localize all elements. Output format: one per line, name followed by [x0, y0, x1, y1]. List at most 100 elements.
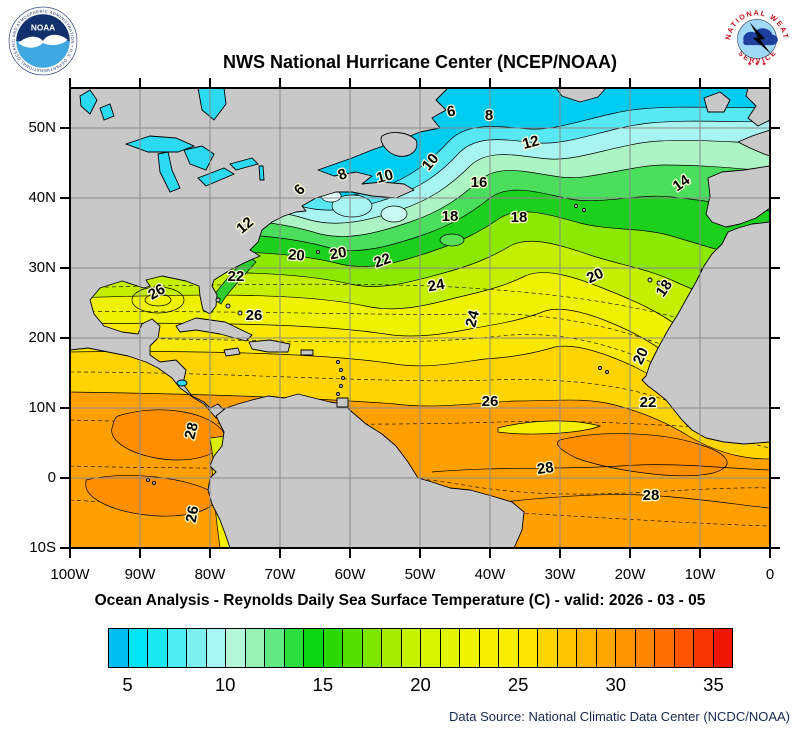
lon-label: 20W — [614, 566, 646, 583]
land-newfoundland — [380, 132, 418, 157]
nws-lightning-icon — [749, 22, 772, 55]
noaa-seagull-icon — [18, 34, 68, 48]
colorbar-tick-label: 15 — [312, 674, 334, 695]
noaa-logo-bottom — [16, 41, 70, 68]
lat-label: 30N — [28, 259, 56, 276]
contour-label: 12 — [521, 132, 542, 153]
land-jamaica — [223, 347, 241, 357]
colorbar-segment — [459, 629, 479, 667]
contour-label: 26 — [246, 307, 263, 324]
contour-label: 28 — [181, 421, 202, 442]
nws-stars: ★ ★ ★ — [747, 61, 767, 68]
colorbar-segment — [225, 629, 245, 667]
lake-erie — [197, 167, 235, 187]
colorbar-segment — [634, 629, 654, 667]
colorbar-tick-label: 30 — [605, 674, 627, 695]
lon-label: 30W — [544, 566, 576, 583]
lake-jamesbay — [197, 88, 227, 121]
colorbar-segment — [517, 629, 537, 667]
colorbar — [108, 628, 733, 668]
colorbar-segment — [615, 629, 635, 667]
islands-small — [146, 204, 669, 485]
colorbar-segment — [264, 629, 284, 667]
land-britain — [745, 88, 770, 127]
lon-label: 70W — [264, 566, 296, 583]
colorbar-tick-label: 25 — [507, 674, 529, 695]
colorbar-segment — [109, 629, 128, 667]
contour-label: 10 — [375, 166, 396, 187]
land-iberia — [705, 165, 770, 228]
land-greenland — [555, 88, 607, 103]
colorbar-segment — [381, 629, 401, 667]
lake-layer — [79, 88, 265, 387]
lon-label: 80W — [194, 566, 226, 583]
land-africa — [641, 221, 770, 445]
lon-label: 0 — [765, 566, 775, 583]
lake-superior — [124, 135, 196, 153]
land-south-america — [207, 393, 525, 548]
lon-label: 40W — [474, 566, 506, 583]
page-title: NWS National Hurricane Center (NCEP/NOAA… — [222, 52, 618, 72]
colorbar-segment — [322, 629, 342, 667]
colorbar-segment — [283, 629, 303, 667]
lat-label: 50N — [28, 119, 56, 136]
land-trinidad — [336, 397, 349, 408]
contour-label: 20 — [287, 246, 305, 264]
data-source-credit: Data Source: National Climatic Data Cent… — [449, 709, 790, 724]
colorbar-segment — [400, 629, 420, 667]
lon-label: 100W — [50, 566, 90, 583]
colorbar-tick-label: 35 — [703, 674, 724, 695]
contour-label: 28 — [536, 459, 555, 478]
noaa-logo-text: NOAA — [31, 24, 55, 33]
lat-label: 40N — [28, 189, 56, 206]
nws-logo: NATIONAL WEATHER SERVICE ★ ★ ★ — [722, 5, 791, 74]
colorbar-segment — [576, 629, 596, 667]
colorbar-segment — [205, 629, 225, 667]
contour-label: 22 — [640, 394, 657, 411]
colorbar-segment — [673, 629, 693, 667]
colorbar-segment — [303, 629, 323, 667]
colorbar-segment — [439, 629, 459, 667]
map-caption: Ocean Analysis - Reynolds Daily Sea Surf… — [94, 592, 706, 609]
colorbar-tick-label: 10 — [214, 674, 236, 695]
colorbar-segment — [478, 629, 498, 667]
lon-label: 10W — [684, 566, 716, 583]
colorbar-segment — [537, 629, 557, 667]
land-ireland — [703, 91, 731, 113]
colorbar-segment — [147, 629, 167, 667]
contour-label: 22 — [372, 250, 393, 272]
contour-label: 16 — [471, 174, 488, 191]
noaa-logo: NATIONAL OCEANIC AND ATMOSPHERIC ADMINIS… — [8, 6, 78, 76]
lon-label: 60W — [334, 566, 366, 583]
contour-label: 20 — [329, 244, 348, 264]
lon-label: 50W — [404, 566, 436, 583]
colorbar-segment — [244, 629, 264, 667]
colorbar-segment — [166, 629, 186, 667]
colorbar-tick-labels: 5 10 15 20 25 30 35 — [0, 674, 800, 698]
colorbar-segment — [342, 629, 362, 667]
colorbar-segment — [498, 629, 518, 667]
lake-nicaragua — [176, 379, 188, 387]
colorbar-segment — [556, 629, 576, 667]
colorbar-segment — [712, 629, 732, 667]
contour-label: 28 — [643, 487, 660, 504]
contour-label: 22 — [228, 268, 245, 285]
colorbar-segment — [654, 629, 674, 667]
land-france — [737, 129, 770, 157]
lat-label: 10N — [28, 399, 56, 416]
contour-label: 8 — [485, 107, 493, 124]
noaa-logo-top — [16, 14, 70, 41]
contour-label: 18 — [442, 208, 459, 225]
colorbar-segment — [420, 629, 440, 667]
lat-label: 20N — [28, 329, 56, 346]
colorbar-tick-label: 20 — [410, 674, 431, 695]
land-cuba — [175, 317, 253, 342]
land-puertorico — [300, 349, 314, 356]
graticule — [70, 88, 770, 548]
lake-michigan — [157, 151, 181, 193]
contour-label: 24 — [462, 308, 483, 329]
map-frame — [60, 78, 780, 558]
contour-label: 26 — [482, 393, 499, 410]
